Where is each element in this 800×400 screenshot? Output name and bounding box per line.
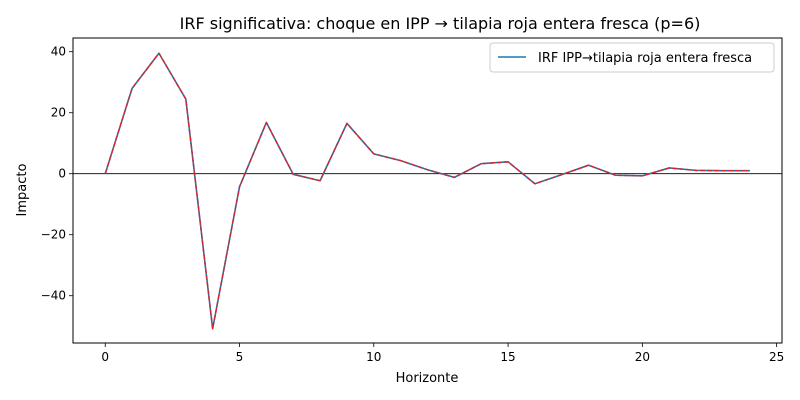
- x-tick-label: 25: [769, 350, 784, 364]
- legend: IRF IPP→tilapia roja entera fresca: [489, 42, 775, 73]
- series-line-dashed: [104, 52, 750, 330]
- y-tick-label: 0: [58, 167, 66, 181]
- x-tick-label: 20: [635, 350, 650, 364]
- y-axis-label: Impacto: [15, 164, 30, 217]
- x-tick-label: 0: [101, 350, 109, 364]
- plot-area: [73, 52, 782, 330]
- x-tick-label: 10: [366, 350, 381, 364]
- x-tick-label: 5: [236, 350, 244, 364]
- y-tick-label: −20: [41, 228, 66, 242]
- chart-title: IRF significativa: choque en IPP → tilap…: [180, 14, 701, 33]
- y-tick-label: −40: [41, 289, 66, 303]
- y-tick-label: 40: [51, 45, 66, 59]
- y-axis: −40 −20 0 20 40: [41, 45, 73, 303]
- x-axis: 0 5 10 15 20 25: [101, 343, 784, 364]
- legend-label: IRF IPP→tilapia roja entera fresca: [538, 51, 752, 66]
- x-tick-label: 15: [500, 350, 515, 364]
- legend-box: [489, 42, 775, 73]
- axes-frame: [72, 37, 783, 344]
- x-axis-label: Horizonte: [396, 371, 459, 386]
- y-tick-label: 20: [51, 106, 66, 120]
